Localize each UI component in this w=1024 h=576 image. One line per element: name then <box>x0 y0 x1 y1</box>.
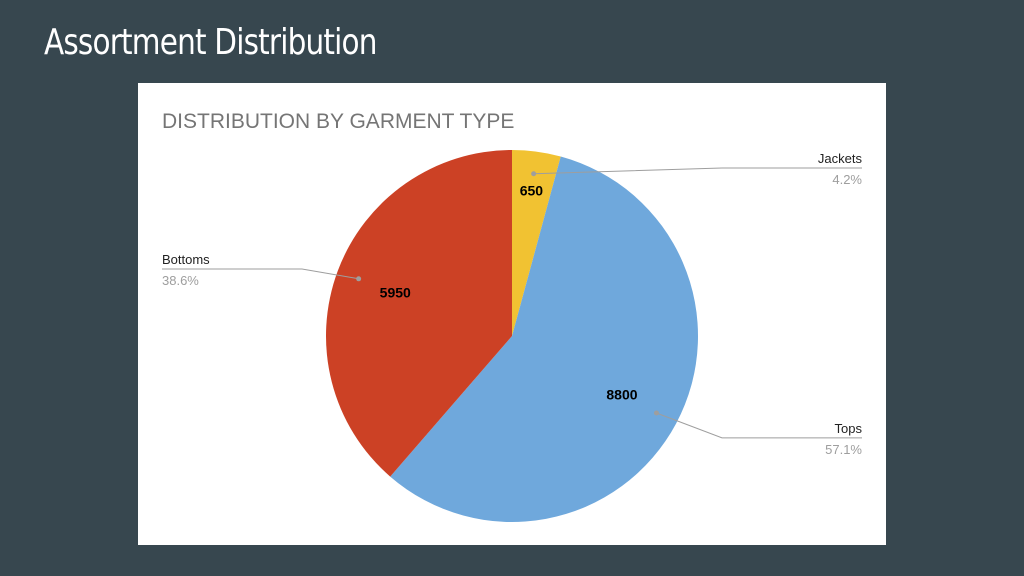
legend-percent-bottoms: 38.6% <box>162 273 199 288</box>
legend-percent-jackets: 4.2% <box>832 172 862 187</box>
slice-value-tops: 8800 <box>606 387 637 403</box>
slice-value-jackets: 650 <box>520 182 544 198</box>
legend-label-bottoms: Bottoms <box>162 252 210 267</box>
slice-value-bottoms: 5950 <box>380 284 411 300</box>
leader-dot-bottoms <box>356 276 362 282</box>
leader-line-jackets <box>533 167 862 175</box>
legend-label-tops: Tops <box>835 421 863 436</box>
pie-slices <box>326 150 698 522</box>
legend-percent-tops: 57.1% <box>825 442 862 457</box>
leader-line-bottoms <box>162 268 359 280</box>
pie-slice-bottoms <box>326 150 512 477</box>
chart-title: DISTRIBUTION BY GARMENT TYPE <box>162 110 514 133</box>
legend-labels: Jackets 4.2% Tops 57.1% Bottoms 38.6% <box>162 151 862 457</box>
pie-slice-jackets <box>512 150 561 336</box>
leader-dot-tops <box>653 410 659 416</box>
leader-line-tops <box>656 412 862 439</box>
pie-slice-tops <box>390 156 698 522</box>
slide-title: Assortment Distribution <box>44 22 377 63</box>
leader-dot-jackets <box>531 171 537 177</box>
pie-chart: DISTRIBUTION BY GARMENT TYPE 650 8800 5950… <box>162 110 862 522</box>
legend-label-jackets: Jackets <box>818 151 863 166</box>
legend-leader-lines <box>162 167 862 439</box>
chart-panel: DISTRIBUTION BY GARMENT TYPE 650 8800 5950… <box>138 83 886 545</box>
slice-value-labels: 650 8800 5950 <box>380 182 638 402</box>
